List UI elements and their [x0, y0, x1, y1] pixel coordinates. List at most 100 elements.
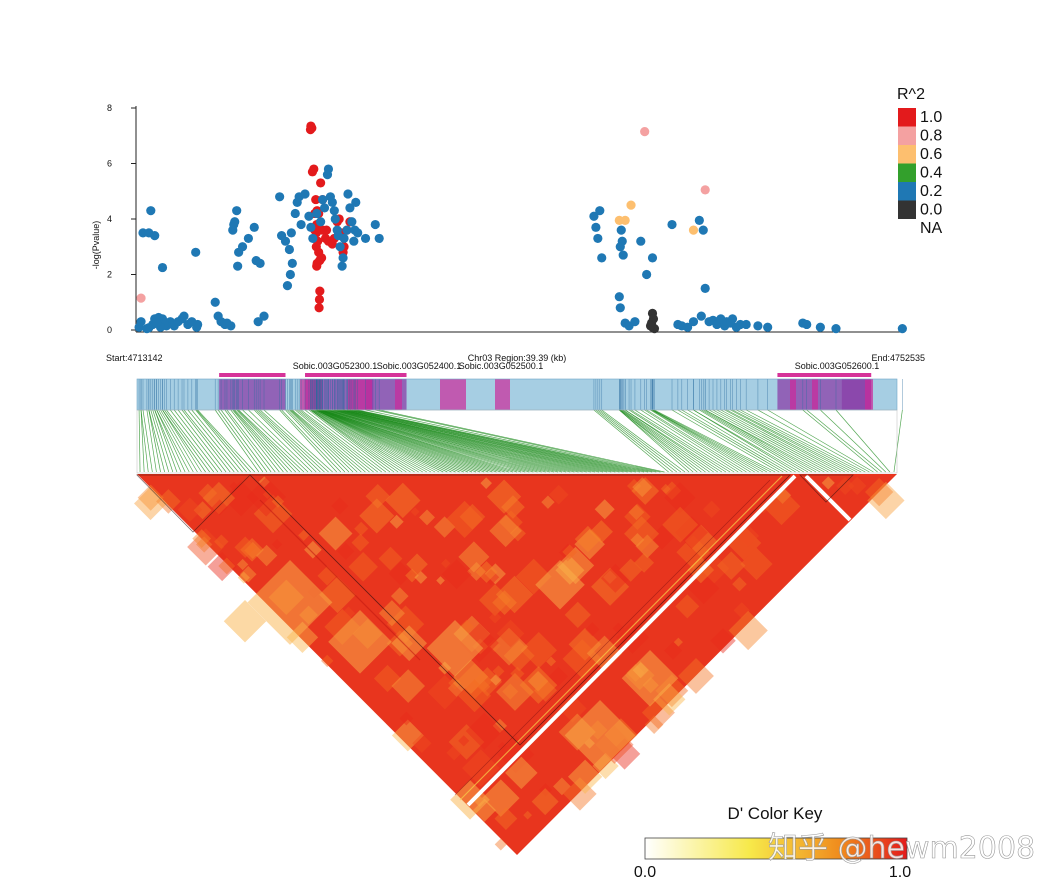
ld-patch: [475, 561, 498, 583]
mapping-line: [162, 409, 202, 473]
data-point: [667, 219, 677, 230]
mapping-line: [177, 409, 227, 473]
mapping-line: [158, 409, 194, 473]
data-point: [284, 244, 294, 255]
data-point: [311, 194, 321, 205]
data-point: [259, 311, 269, 321]
gene-bar: [219, 379, 286, 410]
mapping-line: [620, 409, 702, 473]
mapping-line: [197, 409, 256, 473]
mapping-line: [820, 409, 886, 473]
color-key-max: 1.0: [889, 864, 911, 881]
data-point: [593, 233, 603, 244]
ld-patch: [448, 676, 462, 690]
mapping-line: [313, 409, 419, 473]
mapping-line: [173, 409, 223, 473]
data-point: [337, 261, 347, 271]
mapping-line: [317, 409, 464, 473]
data-point: [150, 231, 160, 241]
mapping-line: [154, 409, 182, 473]
mapping-line: [232, 409, 284, 473]
mapping-line: [705, 409, 821, 473]
ld-patch: [489, 514, 522, 548]
mapping-line: [595, 409, 673, 473]
data-point: [351, 197, 361, 207]
data-point: [253, 317, 263, 327]
mapping-line: [640, 409, 739, 473]
watermark: 知乎 @hewm2008: [768, 831, 1035, 866]
mapping-line: [712, 409, 829, 473]
y-tick-label: 8: [107, 103, 112, 113]
ld-patch: [458, 679, 492, 713]
gene-bars: [219, 373, 873, 410]
data-point: [763, 322, 773, 332]
mapping-line: [214, 409, 260, 473]
mapping-line: [281, 409, 342, 473]
ld-patch: [433, 516, 456, 538]
manhattan-plot: 0 2 4 6 8 -log(Pvalue): [91, 103, 907, 335]
data-point: [290, 208, 300, 219]
mapping-line: [295, 409, 370, 473]
data-point: [136, 317, 146, 327]
data-point: [335, 242, 345, 252]
data-point: [179, 311, 189, 321]
ld-patch: [702, 500, 721, 518]
ld-patch: [378, 546, 403, 571]
mapping-line: [308, 409, 391, 473]
data-point: [226, 321, 236, 331]
data-point: [210, 297, 220, 307]
data-point: [305, 125, 316, 135]
data-point: [330, 214, 340, 224]
mapping-line: [187, 409, 239, 473]
ld-patch: [385, 482, 421, 519]
ld-patch: [733, 602, 750, 619]
mapping-line: [724, 409, 841, 473]
r2-legend-items: 1.0 0.80.6 0.40.2 0.0NA: [898, 108, 943, 237]
ld-patch: [405, 568, 419, 583]
y-tick-label: 6: [107, 159, 112, 169]
mapping-line: [166, 409, 215, 473]
ld-patch: [496, 673, 534, 711]
ld-patch: [484, 563, 506, 585]
gene-exon: [440, 379, 466, 410]
mapping-line: [238, 409, 305, 473]
ld-patch: [586, 635, 623, 672]
ld-patch: [568, 628, 602, 661]
mapping-line: [716, 409, 833, 473]
ld-patch: [459, 503, 486, 530]
mapping-line: [138, 409, 141, 473]
ld-dark-streak: [454, 479, 771, 796]
mapping-line: [365, 409, 657, 473]
mapping-line: [740, 409, 862, 473]
ld-patch: [246, 477, 286, 517]
ld-patch: [503, 640, 535, 672]
ld-patch: [574, 529, 605, 560]
mapping-line: [154, 409, 178, 473]
mapping-line: [191, 409, 243, 473]
data-point: [187, 317, 197, 327]
data-point: [144, 323, 154, 333]
data-point: [327, 197, 337, 207]
data-point: [317, 194, 328, 205]
mapping-line: [160, 409, 198, 473]
ld-patch: [678, 658, 714, 694]
r2-legend-title: R^2: [897, 86, 925, 103]
data-point: [320, 233, 331, 244]
mapping-line: [316, 409, 460, 473]
mapping-line: [681, 409, 788, 473]
mapping-line: [325, 409, 526, 473]
ld-patch: [631, 477, 660, 505]
mapping-line: [220, 409, 268, 473]
data-point: [314, 294, 325, 305]
snp-track: [136, 373, 903, 411]
data-point: [314, 303, 324, 313]
mapping-line: [320, 409, 501, 473]
mapping-line: [671, 409, 780, 473]
data-point: [616, 225, 626, 235]
data-point: [286, 228, 296, 238]
ld-patch: [458, 735, 470, 747]
data-point: [615, 303, 625, 313]
mapping-line: [654, 409, 776, 473]
mapping-line: [335, 409, 567, 473]
